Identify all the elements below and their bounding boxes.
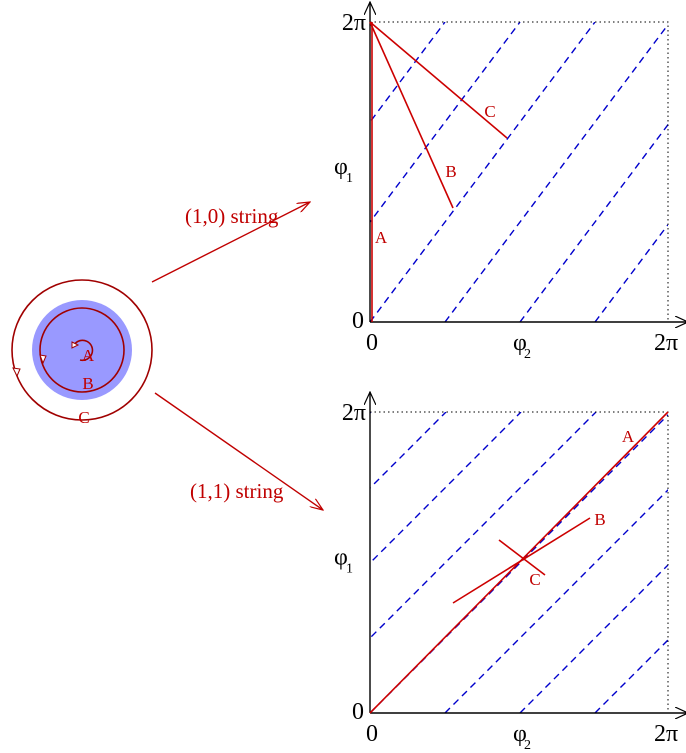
- dashed-line: [370, 22, 595, 322]
- x-sub: 2: [524, 347, 531, 362]
- curve-label: B: [594, 510, 605, 529]
- dashed-line: [0, 22, 220, 322]
- dashed-line: [220, 22, 445, 322]
- origin-label: 0: [352, 699, 364, 725]
- dashed-line: [595, 22, 686, 322]
- dashed-line: [445, 22, 670, 322]
- curve-label: B: [445, 162, 456, 181]
- arrow-label: (1,1) string: [190, 479, 284, 503]
- dashed-line: [595, 412, 686, 713]
- curve-label: C: [529, 570, 540, 589]
- y-sub: 1: [346, 171, 353, 186]
- dashed-line: [670, 412, 686, 713]
- frame: [370, 22, 668, 322]
- x-zero-label: 0: [366, 721, 378, 747]
- curve-label: A: [622, 427, 635, 446]
- string-path: [453, 518, 590, 603]
- string-path: [370, 22, 453, 208]
- circle-label: C: [78, 408, 89, 427]
- curve-label: C: [484, 102, 495, 121]
- dashed-line: [70, 412, 371, 713]
- x-zero-label: 0: [366, 330, 378, 356]
- dashed-line: [520, 22, 686, 322]
- x-end-label: 2π: [654, 721, 678, 747]
- y-top-label: 2π: [342, 10, 366, 36]
- x-end-label: 2π: [654, 330, 678, 356]
- arrow-label: (1,0) string: [185, 204, 279, 228]
- y-sub: 1: [346, 562, 353, 577]
- origin-label: 0: [352, 308, 364, 334]
- circle-label: B: [82, 374, 93, 393]
- dashed-line: [70, 22, 295, 322]
- diagram: A B C (1,0) string (1,1) string ABC2πφ10…: [0, 0, 686, 753]
- circle-label: A: [82, 346, 95, 365]
- curve-label: A: [375, 228, 388, 247]
- dashed-line: [295, 22, 520, 322]
- dashed-line: [520, 412, 686, 713]
- dashed-line: [145, 412, 446, 713]
- dashed-line: [0, 412, 296, 713]
- dashed-line: [670, 22, 686, 322]
- y-top-label: 2π: [342, 400, 366, 426]
- x-sub: 2: [524, 738, 531, 753]
- string-circle: A B C: [12, 280, 152, 427]
